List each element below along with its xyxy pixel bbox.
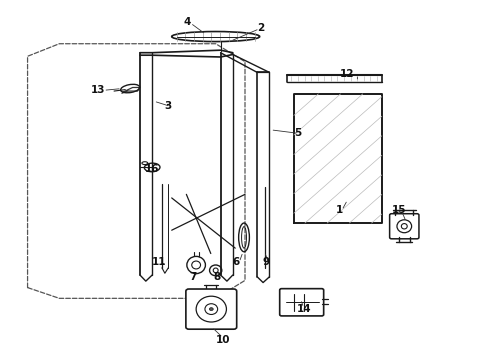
- FancyBboxPatch shape: [186, 289, 237, 329]
- Text: 15: 15: [392, 206, 406, 216]
- Text: 7: 7: [189, 272, 196, 282]
- Text: 16: 16: [145, 164, 159, 174]
- Text: 1: 1: [335, 206, 343, 216]
- Text: 8: 8: [213, 272, 220, 282]
- Text: 3: 3: [164, 102, 171, 112]
- Text: 2: 2: [257, 23, 265, 33]
- Text: 10: 10: [216, 334, 230, 345]
- Text: 6: 6: [233, 257, 240, 267]
- Text: 5: 5: [294, 129, 301, 138]
- Ellipse shape: [209, 308, 213, 311]
- Ellipse shape: [172, 32, 260, 41]
- Text: 12: 12: [340, 69, 355, 79]
- Text: 9: 9: [262, 257, 269, 267]
- Text: 4: 4: [184, 17, 191, 27]
- FancyBboxPatch shape: [390, 214, 419, 239]
- Text: 11: 11: [152, 257, 167, 267]
- Text: 14: 14: [296, 304, 311, 314]
- FancyBboxPatch shape: [280, 289, 324, 316]
- Text: 13: 13: [91, 85, 105, 95]
